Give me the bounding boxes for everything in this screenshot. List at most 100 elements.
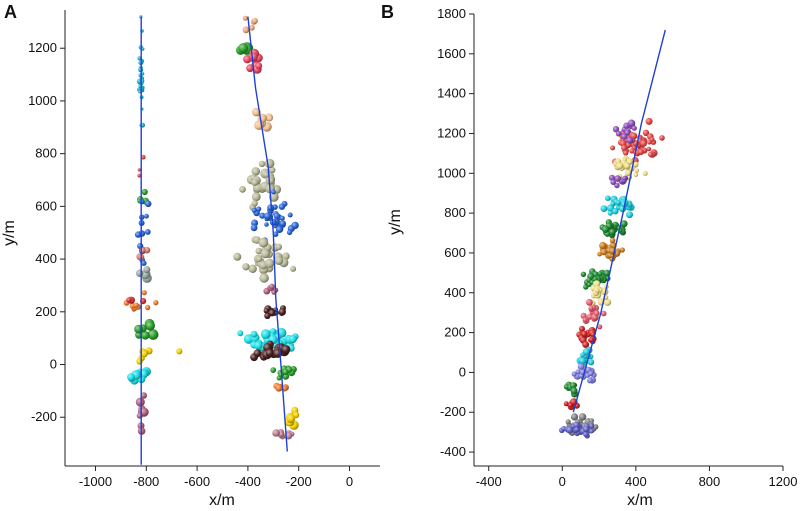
- event-point: [275, 384, 283, 392]
- panel-a-x-label: x/m: [209, 492, 235, 509]
- event-point: [271, 189, 276, 195]
- event-point: [144, 213, 149, 219]
- event-point: [140, 392, 147, 399]
- y-tick-label: 200: [35, 304, 57, 319]
- event-point: [251, 178, 259, 186]
- event-point: [634, 168, 639, 173]
- event-point: [272, 429, 280, 437]
- event-point: [659, 135, 665, 141]
- y-tick-label: 1000: [28, 93, 57, 108]
- event-point: [141, 331, 150, 340]
- event-point: [612, 126, 620, 133]
- event-point: [141, 260, 147, 267]
- event-point: [642, 129, 650, 136]
- event-point: [616, 162, 624, 170]
- event-point: [266, 115, 273, 122]
- event-point: [626, 158, 633, 165]
- panel-a-x-ticks: -1000 -800 -600 -400 -200 0: [79, 466, 353, 489]
- event-point: [279, 215, 285, 221]
- event-point: [614, 182, 620, 189]
- event-point: [274, 256, 284, 266]
- event-point: [144, 229, 151, 235]
- event-point: [264, 222, 269, 227]
- event-point: [597, 324, 603, 330]
- event-point: [275, 225, 284, 234]
- event-point: [587, 282, 592, 288]
- event-point: [176, 348, 183, 355]
- x-tick-label: 1200: [769, 474, 798, 489]
- event-point: [588, 423, 595, 429]
- event-point: [136, 412, 143, 419]
- event-point: [137, 168, 141, 172]
- event-point: [570, 413, 579, 421]
- x-tick-label: -600: [184, 474, 210, 489]
- event-point: [579, 357, 586, 364]
- y-tick-label: 1200: [28, 40, 57, 55]
- event-point: [233, 252, 242, 261]
- panel-a-events: [123, 15, 300, 440]
- event-point: [610, 145, 616, 151]
- event-point: [141, 154, 146, 160]
- event-point: [573, 421, 580, 429]
- event-point: [251, 207, 257, 213]
- event-point: [259, 273, 269, 283]
- event-point: [593, 310, 600, 316]
- event-point: [565, 419, 571, 425]
- event-point: [589, 428, 594, 434]
- x-tick-label: -800: [133, 474, 159, 489]
- y-tick-label: 0: [50, 357, 57, 372]
- event-point: [601, 225, 610, 233]
- x-tick-label: -1000: [79, 474, 112, 489]
- event-point: [608, 174, 616, 181]
- event-point: [637, 148, 645, 155]
- panel-b-wells: [572, 29, 666, 413]
- event-point: [143, 266, 151, 274]
- event-point: [609, 228, 616, 236]
- event-point: [272, 231, 279, 237]
- event-point: [286, 414, 296, 423]
- event-point: [642, 170, 648, 176]
- event-point: [610, 179, 616, 185]
- event-point: [633, 161, 639, 167]
- event-point: [626, 136, 634, 144]
- event-point: [570, 382, 577, 389]
- event-point: [145, 321, 155, 331]
- event-point: [605, 195, 611, 201]
- event-point: [621, 144, 628, 151]
- x-tick-label: 800: [699, 474, 721, 489]
- event-point: [624, 169, 632, 176]
- x-tick-label: 0: [559, 474, 566, 489]
- event-point: [263, 171, 270, 178]
- event-point: [242, 263, 250, 271]
- event-point: [135, 397, 145, 407]
- event-point: [278, 431, 284, 437]
- event-point: [267, 204, 274, 212]
- y-tick-label: 600: [444, 245, 466, 260]
- event-point: [269, 166, 276, 174]
- event-point: [253, 349, 262, 358]
- event-point: [582, 348, 590, 356]
- event-point: [587, 377, 593, 384]
- event-point: [623, 150, 629, 156]
- event-point: [593, 280, 601, 288]
- event-point: [256, 206, 262, 212]
- event-point: [264, 258, 275, 268]
- event-point: [153, 300, 159, 306]
- event-point: [260, 329, 271, 339]
- event-point: [615, 130, 622, 137]
- event-point: [237, 330, 244, 337]
- event-point: [600, 248, 608, 256]
- event-point: [583, 431, 589, 437]
- event-point: [627, 119, 636, 127]
- event-point: [134, 231, 142, 238]
- y-tick-label: 1000: [437, 165, 466, 180]
- y-tick-label: 1600: [437, 46, 466, 61]
- event-point: [255, 247, 263, 255]
- event-point: [279, 220, 286, 227]
- event-point: [645, 117, 653, 125]
- event-point: [597, 271, 603, 276]
- event-point: [594, 287, 600, 293]
- event-point: [610, 201, 616, 207]
- event-point: [266, 176, 275, 185]
- event-point: [581, 330, 588, 338]
